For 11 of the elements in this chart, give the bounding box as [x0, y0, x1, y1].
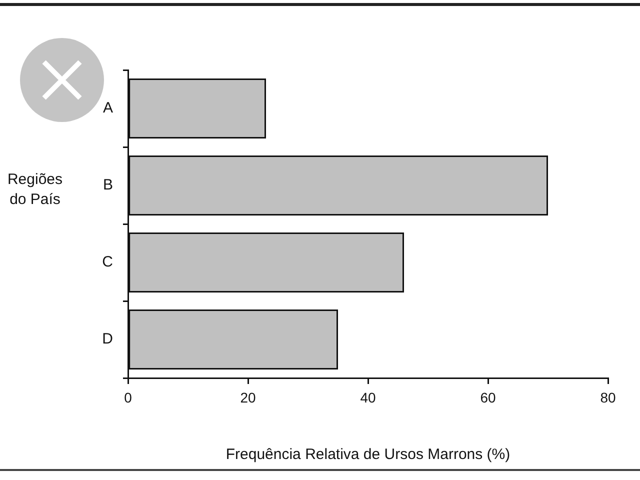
y-axis-title: Regiões do País — [6, 170, 64, 210]
y-tick-label: C — [102, 254, 114, 271]
x-tick-label: 40 — [360, 389, 376, 406]
x-tick-label: 80 — [600, 389, 616, 406]
x-tick-label: 0 — [124, 389, 132, 406]
y-tick-label: D — [102, 330, 114, 348]
y-tick-label: B — [102, 176, 113, 194]
x-axis-title: Frequência Relativa de Ursos Marrons (%) — [226, 446, 510, 464]
x-tick-label: 60 — [480, 389, 496, 406]
x-tick-label: 20 — [240, 389, 256, 406]
y-tick-label: A — [102, 100, 113, 117]
